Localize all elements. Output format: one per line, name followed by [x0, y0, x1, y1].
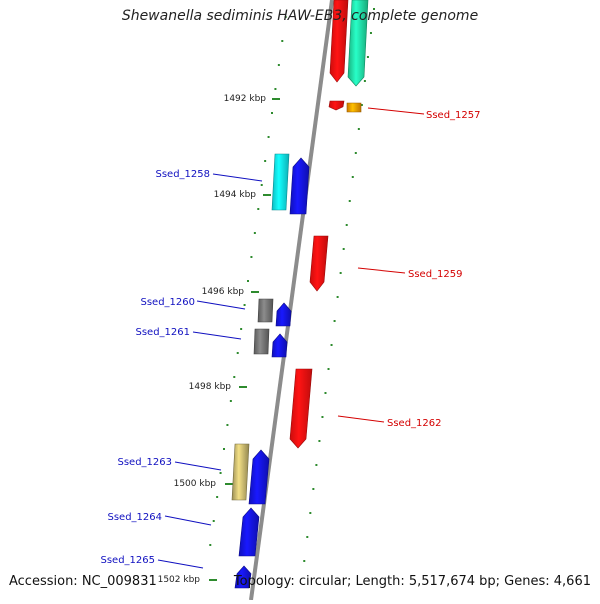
gene-label: Ssed_1260 — [140, 297, 195, 308]
gene-feature-blue — [271, 333, 288, 358]
gene-Ssed_1265 — [234, 565, 252, 589]
gene-label: Ssed_1264 — [107, 512, 162, 523]
genome-title: Shewanella sediminis HAW-EB3, complete g… — [121, 8, 479, 24]
gene-Ssed_1259 — [309, 235, 329, 292]
gene-label: Ssed_1261 — [135, 327, 190, 338]
gene-arrow — [347, 0, 369, 87]
gene-feature-blue — [289, 157, 310, 215]
gene-arrow — [289, 368, 313, 449]
gene-arrow — [253, 328, 270, 355]
gene-arrow — [231, 443, 250, 501]
gene-arrow — [309, 235, 329, 292]
scale-label: 1502 kbp — [158, 575, 201, 585]
label-layer: Ssed_1257 Ssed_1258 Ssed_1259 Ssed_1260 Ssed… — [100, 107, 481, 569]
gene-arrow — [234, 565, 252, 589]
scale-ticks: 1492 kbp 1494 kbp 1496 kbp 1498 kbp 1500 kbp… — [158, 94, 280, 585]
gene-arrow — [238, 507, 260, 557]
gene-label-leader — [174, 461, 222, 471]
gene-arrow — [271, 153, 290, 211]
gene-label-leader — [196, 300, 246, 310]
gene-arrow — [271, 333, 288, 358]
gene-label-leader — [212, 173, 263, 182]
gene-arrow — [275, 302, 292, 327]
scale-label: 1494 kbp — [214, 190, 257, 200]
gene-Ssed_1258 — [271, 153, 290, 211]
gene-arrow — [346, 102, 362, 113]
gene-arrow — [328, 100, 345, 111]
gene-arrow — [329, 0, 349, 83]
gene-label-leader — [164, 515, 212, 526]
gene-Ssed_1262 — [289, 368, 313, 449]
gene-feature-red — [329, 0, 349, 83]
gene-arrow — [257, 298, 274, 323]
gene-Ssed_1257 — [346, 102, 362, 113]
gene-arrow — [289, 157, 310, 215]
gene-label: Ssed_1258 — [155, 169, 210, 180]
gene-feature-red — [328, 100, 345, 111]
gene-label-leader — [337, 415, 385, 423]
gene-Ssed_1261 — [253, 328, 270, 355]
scale-label: 1496 kbp — [202, 287, 245, 297]
gene-feature-blue — [248, 449, 270, 505]
gene-Ssed_1260 — [257, 298, 274, 323]
scale-label: 1492 kbp — [224, 94, 267, 104]
gene-Ssed_1263 — [231, 443, 250, 501]
scale-label: 1500 kbp — [174, 479, 217, 489]
gene-feature-blue — [275, 302, 292, 327]
gene-label-leader — [192, 331, 242, 340]
gene-feature-teal — [347, 0, 369, 87]
gene-label-leader — [157, 559, 204, 569]
gene-label: Ssed_1265 — [100, 555, 155, 566]
accession-text: Accession: NC_009831 — [9, 574, 157, 589]
topology-text: Topology: circular; Length: 5,517,674 bp… — [233, 574, 591, 589]
gene-arrow — [248, 449, 270, 505]
scale-label: 1498 kbp — [189, 382, 232, 392]
gene-Ssed_1264 — [238, 507, 260, 557]
gene-label-leader — [367, 107, 425, 115]
feature-layer — [231, 0, 369, 589]
gene-label: Ssed_1257 — [426, 110, 481, 121]
gene-label: Ssed_1263 — [117, 457, 172, 468]
gene-label: Ssed_1262 — [387, 418, 442, 429]
outer-tick-marks — [303, 8, 375, 562]
gene-label: Ssed_1259 — [408, 269, 463, 280]
inner-tick-marks — [209, 16, 287, 546]
gene-label-leader — [357, 267, 406, 274]
